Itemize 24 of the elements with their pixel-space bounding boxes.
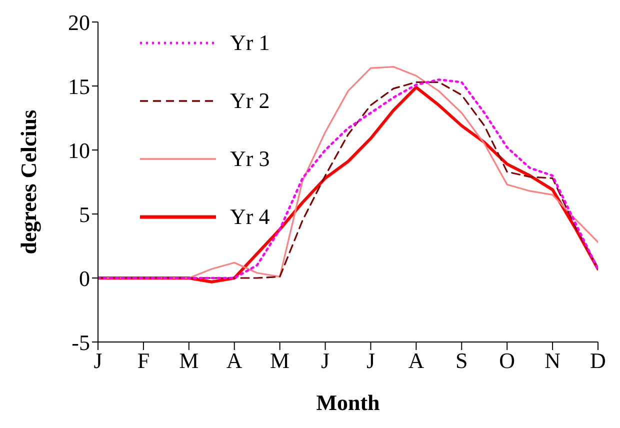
- y-tick-label: 20: [68, 10, 90, 35]
- x-tick-label: D: [590, 348, 606, 373]
- y-tick-label: -5: [72, 330, 90, 355]
- x-tick-label: J: [320, 348, 330, 373]
- x-axis-title: Month: [316, 390, 380, 415]
- legend-label: Yr 4: [230, 203, 270, 231]
- x-tick-label: N: [544, 348, 561, 373]
- legend-label: Yr 2: [230, 87, 270, 115]
- x-tick-label: J: [366, 348, 376, 373]
- x-tick-label: A: [408, 348, 424, 373]
- y-axis-title: degrees Celcius: [16, 109, 41, 254]
- x-tick-label: M: [270, 348, 290, 373]
- legend-label: Yr 1: [230, 29, 270, 57]
- x-tick-label: A: [226, 348, 242, 373]
- legend-label: Yr 3: [230, 145, 270, 173]
- x-tick-label: M: [179, 348, 199, 373]
- y-tick-label: 10: [68, 138, 90, 163]
- x-tick-label: J: [94, 348, 103, 373]
- y-tick-label: 5: [79, 202, 90, 227]
- x-tick-label: S: [456, 348, 468, 373]
- x-tick-label: F: [137, 348, 150, 373]
- y-tick-label: 0: [79, 266, 90, 291]
- x-tick-label: O: [499, 348, 516, 373]
- y-tick-label: 15: [68, 74, 90, 99]
